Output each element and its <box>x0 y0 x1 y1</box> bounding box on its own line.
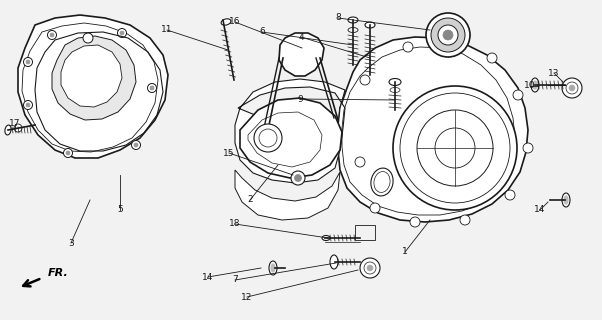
Circle shape <box>26 60 30 64</box>
Circle shape <box>150 86 154 90</box>
Circle shape <box>23 58 33 67</box>
Circle shape <box>48 30 57 39</box>
Text: 9: 9 <box>297 94 303 103</box>
Text: 10: 10 <box>524 82 536 91</box>
Circle shape <box>505 190 515 200</box>
Circle shape <box>360 75 370 85</box>
Ellipse shape <box>322 236 330 241</box>
Circle shape <box>526 146 530 150</box>
Circle shape <box>515 92 521 98</box>
Circle shape <box>23 100 33 109</box>
Polygon shape <box>279 33 324 76</box>
Text: 12: 12 <box>241 292 253 301</box>
Polygon shape <box>18 15 168 158</box>
Circle shape <box>412 220 418 225</box>
Ellipse shape <box>389 78 401 85</box>
Circle shape <box>393 86 517 210</box>
Ellipse shape <box>562 193 570 207</box>
Circle shape <box>120 31 124 35</box>
Text: 5: 5 <box>117 205 123 214</box>
Text: 14: 14 <box>202 273 214 282</box>
Circle shape <box>523 143 533 153</box>
Circle shape <box>63 148 72 157</box>
Ellipse shape <box>221 19 231 25</box>
Text: 14: 14 <box>535 205 545 214</box>
Circle shape <box>294 47 310 63</box>
Polygon shape <box>338 37 528 222</box>
Circle shape <box>14 124 22 132</box>
Circle shape <box>134 143 138 147</box>
Circle shape <box>443 30 453 40</box>
Text: 8: 8 <box>335 13 341 22</box>
Circle shape <box>147 84 157 92</box>
Ellipse shape <box>533 81 538 89</box>
Ellipse shape <box>531 78 539 92</box>
Text: FR.: FR. <box>48 268 69 278</box>
Circle shape <box>358 159 362 164</box>
Circle shape <box>410 217 420 227</box>
Circle shape <box>83 33 93 43</box>
Polygon shape <box>240 98 342 178</box>
Circle shape <box>50 33 54 37</box>
Text: 15: 15 <box>223 148 235 157</box>
Circle shape <box>487 53 497 63</box>
Circle shape <box>362 77 367 83</box>
Circle shape <box>370 203 380 213</box>
Text: 3: 3 <box>68 238 74 247</box>
Circle shape <box>513 90 523 100</box>
Circle shape <box>426 13 470 57</box>
Polygon shape <box>52 36 136 120</box>
Circle shape <box>489 55 494 60</box>
Ellipse shape <box>269 261 277 275</box>
Circle shape <box>355 157 365 167</box>
Circle shape <box>462 218 468 222</box>
Circle shape <box>367 265 373 271</box>
Circle shape <box>291 171 305 185</box>
Circle shape <box>403 42 413 52</box>
Circle shape <box>254 124 282 152</box>
Text: 18: 18 <box>229 220 241 228</box>
Text: 2: 2 <box>247 196 253 204</box>
Polygon shape <box>61 45 122 107</box>
Polygon shape <box>235 170 340 220</box>
Circle shape <box>131 140 140 149</box>
Ellipse shape <box>564 196 568 204</box>
Polygon shape <box>235 79 345 183</box>
Circle shape <box>460 215 470 225</box>
Text: 13: 13 <box>548 68 560 77</box>
Ellipse shape <box>5 125 11 135</box>
Text: 6: 6 <box>259 28 265 36</box>
Circle shape <box>406 44 411 50</box>
Circle shape <box>438 25 458 45</box>
Circle shape <box>294 174 302 181</box>
Circle shape <box>447 42 453 46</box>
Ellipse shape <box>365 22 375 28</box>
Circle shape <box>507 193 512 197</box>
Circle shape <box>569 85 575 91</box>
Circle shape <box>360 258 380 278</box>
Ellipse shape <box>371 168 393 196</box>
Circle shape <box>562 78 582 98</box>
Text: 16: 16 <box>229 18 241 27</box>
Circle shape <box>117 28 126 37</box>
Text: 1: 1 <box>402 247 408 257</box>
Text: 17: 17 <box>9 119 20 129</box>
Circle shape <box>431 18 465 52</box>
Ellipse shape <box>271 264 275 272</box>
Text: 7: 7 <box>232 276 238 284</box>
Text: 4: 4 <box>298 33 304 42</box>
Circle shape <box>26 103 30 107</box>
Circle shape <box>445 39 455 49</box>
Circle shape <box>66 151 70 155</box>
Ellipse shape <box>330 255 338 269</box>
Ellipse shape <box>348 17 358 23</box>
Text: 11: 11 <box>161 26 173 35</box>
Circle shape <box>373 205 377 211</box>
